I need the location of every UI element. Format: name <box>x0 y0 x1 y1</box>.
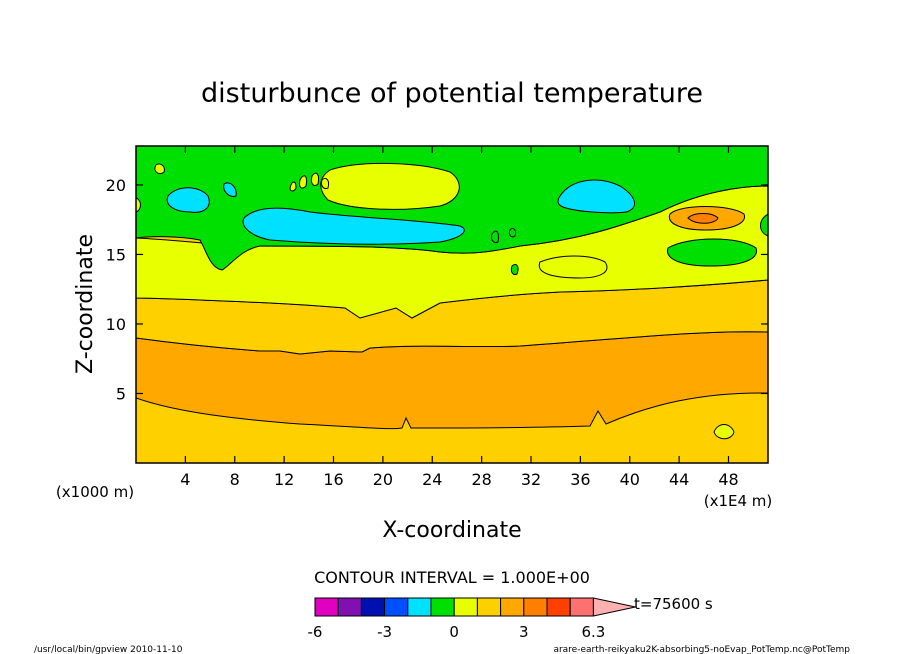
colorbar-swatch <box>337 597 362 617</box>
x-axis-unit-label: (x1E4 m) <box>704 492 773 510</box>
contour-negative-cell-right <box>667 238 757 267</box>
plot-area <box>136 146 768 463</box>
colorbar-tick-label: 3 <box>519 623 529 641</box>
y-tick-label: 20 <box>106 176 126 195</box>
chart-title: disturbunce of potential temperature <box>201 78 703 109</box>
colorbar-tick-label: -6 <box>308 623 323 641</box>
y-axis-unit-label: (x1000 m) <box>56 483 134 501</box>
colorbar-tick-label: -3 <box>377 623 392 641</box>
x-axis-ticks: 4 8 12 16 20 24 28 32 36 40 44 48 <box>180 146 739 489</box>
contour-negative-speck <box>223 182 237 197</box>
colorbar-overflow-triangle <box>592 597 636 617</box>
contour-positive-patch-top <box>320 162 460 210</box>
colorbar-swatch <box>407 597 432 617</box>
x-tick-label: 28 <box>471 470 491 489</box>
colorbar-swatch <box>360 597 386 617</box>
y-tick-label: 5 <box>116 384 126 403</box>
y-axis-label: Z-coordinate <box>73 234 98 374</box>
colorbar-swatch <box>384 597 409 617</box>
contour-wavy-blobs <box>289 172 329 192</box>
contour-negative-lens-upper-right <box>557 179 635 214</box>
x-tick-label: 36 <box>570 470 590 489</box>
x-tick-label: 16 <box>323 470 343 489</box>
x-tick-label: 40 <box>620 470 640 489</box>
colorbar-swatch <box>569 597 594 617</box>
contour-negative-lens-left <box>166 187 210 213</box>
x-axis-label: X-coordinate <box>382 518 521 543</box>
y-axis-ticks: 5 10 15 20 <box>106 176 768 403</box>
x-tick-label: 12 <box>274 470 294 489</box>
x-tick-label: 20 <box>373 470 393 489</box>
time-label: t=75600 s <box>634 595 713 613</box>
contour-positive-patch-right <box>538 255 608 279</box>
y-tick-label: 10 <box>106 315 126 334</box>
contour-negative-lens-center <box>242 207 465 245</box>
x-tick-label: 8 <box>230 470 240 489</box>
colorbar-swatch <box>453 597 478 617</box>
colorbar <box>314 597 636 617</box>
x-tick-label: 4 <box>180 470 190 489</box>
colorbar-swatch <box>476 597 502 617</box>
footer-file-info: arare-earth-reikyaku2K-absorbing5-noEvap… <box>553 645 850 654</box>
plot-frame <box>135 145 769 464</box>
x-tick-label: 48 <box>718 470 738 489</box>
x-tick-label: 44 <box>669 470 689 489</box>
colorbar-tick-label: 6.3 <box>581 623 605 641</box>
contour-wavy-specks <box>491 227 519 275</box>
colorbar-swatch <box>500 597 525 617</box>
colorbar-tick-label: 0 <box>449 623 459 641</box>
y-tick-label: 15 <box>106 245 126 264</box>
x-tick-label: 24 <box>422 470 442 489</box>
contour-positive-bubble-bottom <box>713 424 735 440</box>
x-tick-label: 32 <box>521 470 541 489</box>
colorbar-swatch <box>523 597 548 617</box>
contour-positive-cell-core <box>687 213 719 224</box>
contour-interval-label: CONTOUR INTERVAL = 1.000E+00 <box>314 568 590 587</box>
colorbar-tick-labels: -6 -3 0 3 6.3 <box>308 623 606 641</box>
colorbar-swatch <box>314 597 339 617</box>
contour-positive-patch-left <box>154 163 165 175</box>
colorbar-swatch <box>546 597 571 617</box>
footer-program-info: /usr/local/bin/gpview 2010-11-10 <box>34 645 183 654</box>
colorbar-swatch <box>430 597 455 617</box>
